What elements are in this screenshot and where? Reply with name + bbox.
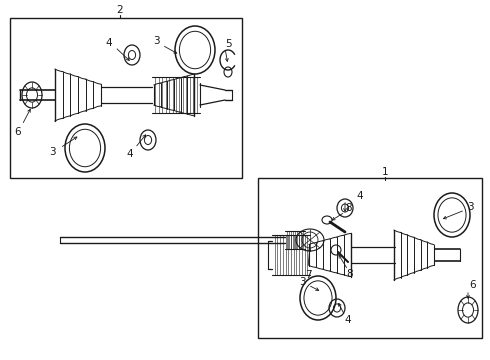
Text: 3: 3: [299, 277, 305, 287]
Text: 6: 6: [470, 280, 476, 290]
Text: 4: 4: [127, 149, 133, 159]
Text: 4: 4: [106, 38, 112, 48]
Text: 3: 3: [466, 202, 473, 212]
Text: 4: 4: [357, 191, 363, 201]
Text: 8: 8: [345, 203, 352, 213]
Text: 3: 3: [153, 36, 159, 46]
Text: 8: 8: [347, 269, 353, 279]
Text: 3: 3: [49, 147, 55, 157]
Text: 2: 2: [117, 5, 123, 15]
Text: 7: 7: [305, 270, 311, 280]
Text: 5: 5: [225, 39, 231, 49]
Bar: [258, 178, 482, 338]
Text: 1: 1: [382, 167, 388, 177]
Text: 4: 4: [344, 315, 351, 325]
Text: 6: 6: [15, 127, 21, 137]
Ellipse shape: [296, 229, 324, 251]
Bar: [10, 18, 242, 178]
